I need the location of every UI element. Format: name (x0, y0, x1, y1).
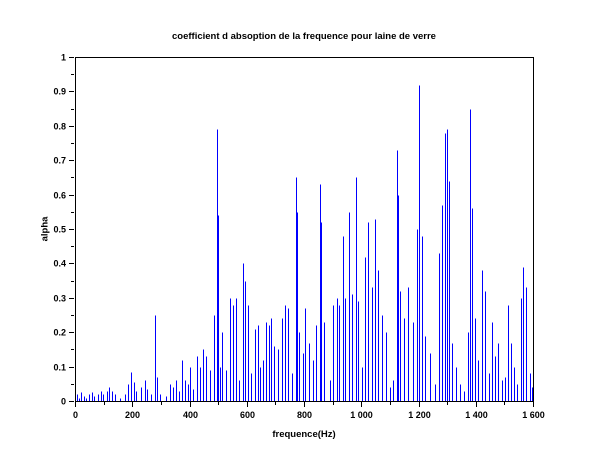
y-tick-label: 0.5 (53, 225, 66, 235)
x-tick-label: 200 (125, 410, 140, 420)
x-tick-label: 1 400 (465, 410, 488, 420)
y-tick-label: 0.6 (53, 191, 66, 201)
x-tick-label: 400 (183, 410, 198, 420)
x-tick-label: 0 (73, 410, 78, 420)
series-line (75, 85, 534, 402)
y-tick-label: 0.2 (53, 328, 66, 338)
y-tick-label: 0.4 (53, 259, 66, 269)
x-tick-label: 600 (240, 410, 255, 420)
x-tick-label: 1 200 (408, 410, 431, 420)
y-tick-label: 0 (61, 397, 66, 407)
plot-frame (75, 57, 534, 402)
y-tick-label: 0.1 (53, 363, 66, 373)
chart-title: coefficient d absoption de la frequence … (172, 31, 436, 42)
x-axis-label: frequence(Hz) (272, 429, 336, 440)
y-tick-label: 0.9 (53, 87, 66, 97)
y-tick-label: 0.3 (53, 294, 66, 304)
y-tick-label: 0.8 (53, 122, 66, 132)
x-tick-label: 1 000 (350, 410, 373, 420)
x-tick-label: 800 (297, 410, 312, 420)
y-tick-label: 1 (61, 53, 66, 63)
y-tick-label: 0.7 (53, 156, 66, 166)
x-tick-label: 1 600 (522, 410, 545, 420)
